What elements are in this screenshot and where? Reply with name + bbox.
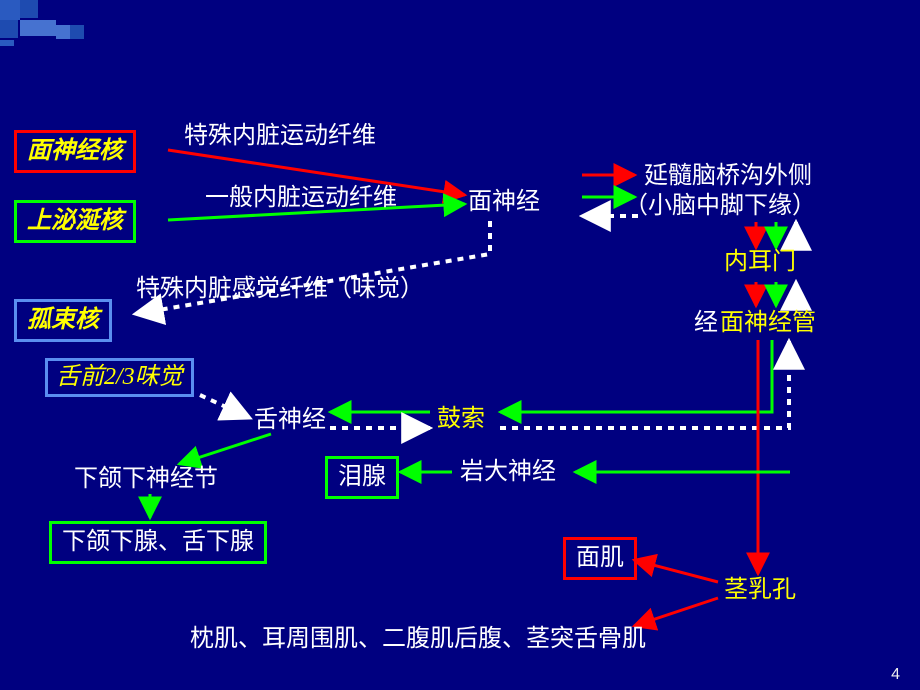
label-facial-nerve: 面神经 (468, 188, 540, 217)
label-general-visceral-motor: 一般内脏运动纤维 (205, 184, 397, 213)
label-via-facial-canal-a: 经 (694, 309, 718, 338)
box-label: 面肌 (576, 545, 624, 571)
corner-decoration (0, 0, 90, 50)
box-label: 泪腺 (338, 464, 386, 490)
box-label: 舌前2/3味觉 (56, 364, 183, 390)
box-facial-nucleus: 面神经核 (14, 130, 136, 173)
box-tongue-taste: 舌前2/3味觉 (45, 358, 194, 397)
label-via-facial-canal-b: 面神经管 (720, 309, 816, 338)
label-medulla-pons2: （小脑中脚下缘） (624, 192, 816, 221)
label-other-muscles: 枕肌、耳周围肌、二腹肌后腹、茎突舌骨肌 (190, 625, 646, 654)
box-label: 面神经核 (27, 138, 123, 164)
label-medulla-pons: 延髓脑桥沟外侧 (644, 162, 812, 191)
box-submand-gland: 下颌下腺、舌下腺 (49, 521, 267, 564)
box-lacrimal: 泪腺 (325, 456, 399, 499)
label-chorda: 鼓索 (437, 405, 485, 434)
box-label: 下颌下腺、舌下腺 (62, 529, 254, 555)
box-face-muscle: 面肌 (563, 537, 637, 580)
label-submand-ganglion: 下颌下神经节 (74, 465, 218, 494)
label-stylomastoid: 茎乳孔 (724, 576, 796, 605)
box-label: 上泌涎核 (27, 208, 123, 234)
label-special-visceral-sense: 特殊内脏感觉纤维（味觉） (136, 275, 424, 304)
box-label: 孤束核 (27, 307, 99, 333)
page-number: 4 (891, 666, 900, 684)
label-lingual-nerve: 舌神经 (254, 406, 326, 435)
label-greater-petrosal: 岩大神经 (460, 458, 556, 487)
label-internal-acoustic: 内耳门 (724, 248, 796, 277)
box-sup-saliv: 上泌涎核 (14, 200, 136, 243)
label-special-visceral-motor: 特殊内脏运动纤维 (184, 122, 376, 151)
box-solitary: 孤束核 (14, 299, 112, 342)
